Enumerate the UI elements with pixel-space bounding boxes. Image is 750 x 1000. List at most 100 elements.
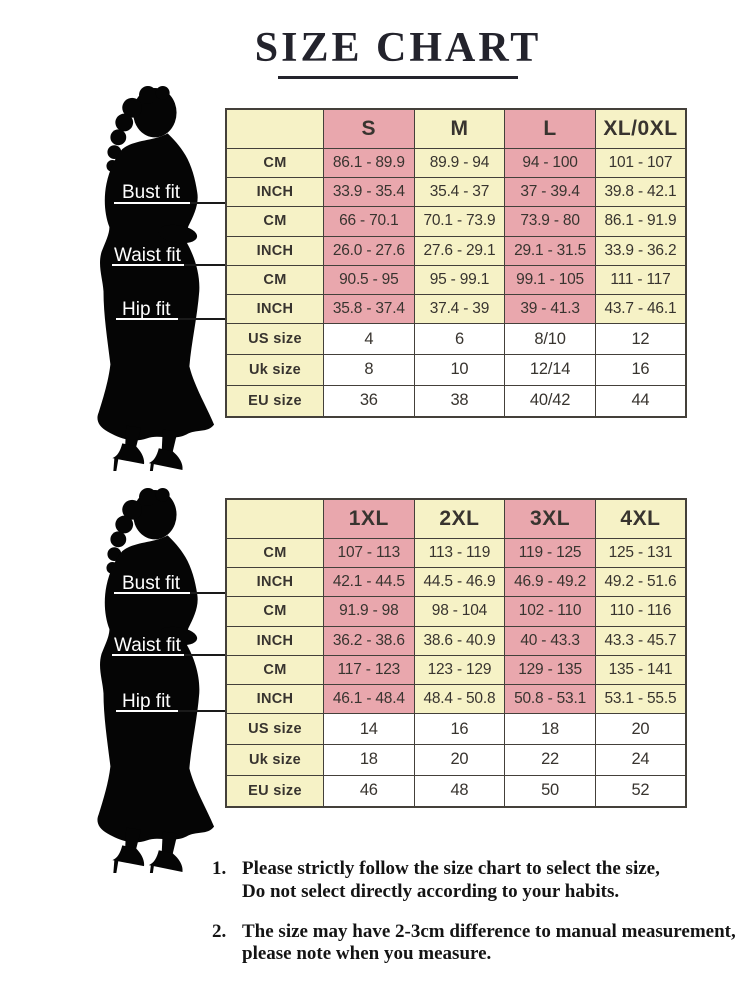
note-line: Please strictly follow the size chart to… [242,858,660,879]
conversion-cell: 46 [323,774,415,808]
note-line: The size may have 2-3cm difference to ma… [242,920,736,942]
size-column-header: L [504,108,596,149]
measurement-cell: 70.1 - 73.9 [413,206,506,237]
row-label: CM [225,537,324,569]
conversion-cell: 48 [413,774,506,808]
female-figure-silhouette-2 [62,488,222,873]
conversion-cell: 16 [594,354,687,386]
measurement-cell: 36.2 - 38.6 [323,625,415,656]
bust-fit-underline-1 [114,202,190,204]
measurement-cell: 43.3 - 45.7 [594,625,687,656]
bust-fit-underline-2 [114,592,190,594]
measurement-cell: 29.1 - 31.5 [504,235,596,266]
conversion-cell: 44 [594,384,687,418]
row-label: EU size [225,384,324,418]
conversion-cell: 14 [323,713,415,746]
size-column-header: S [323,108,415,149]
row-label: EU size [225,774,324,808]
measurement-cell: 26.0 - 27.6 [323,235,415,266]
corner-cell [225,108,324,149]
waist-fit-underline-1 [112,264,184,266]
measurement-cell: 99.1 - 105 [504,264,596,296]
conversion-cell: 36 [323,384,415,418]
row-label: CM [225,264,324,296]
conversion-cell: 18 [323,744,415,776]
conversion-cell: 50 [504,774,596,808]
measurement-cell: 46.9 - 49.2 [504,567,596,598]
measurement-cell: 119 - 125 [504,537,596,569]
waist-fit-label-1: Waist fit [114,245,181,266]
conversion-cell: 40/42 [504,384,596,418]
measurement-cell: 35.8 - 37.4 [323,294,415,325]
waist-fit-underline-2 [112,654,184,656]
size-table-regular: S M L XL/0XL CM 86.1 - 89.9 89.9 - 94 94 - 100 1… [225,108,687,418]
measurement-cell: 39.8 - 42.1 [594,177,687,208]
size-chart-table-1: S M L XL/0XL CM 86.1 - 89.9 89.9 - 94 94 - 100 1… [225,108,687,418]
row-label: Uk size [225,744,324,776]
conversion-cell: 16 [413,713,506,746]
waist-fit-pointer-line-2 [184,654,228,656]
note-number: 2. [212,920,227,942]
measurement-cell: 94 - 100 [504,147,596,179]
row-label: CM [225,654,324,686]
size-column-header: 3XL [504,498,596,539]
hip-fit-pointer-line-1 [178,318,228,320]
measurement-cell: 135 - 141 [594,654,687,686]
size-column-header: M [413,108,506,149]
page-title: SIZE CHART [254,25,542,71]
measurement-cell: 33.9 - 36.2 [594,235,687,266]
measurement-cell: 102 - 110 [504,596,596,627]
measurement-cell: 125 - 131 [594,537,687,569]
measurement-cell: 110 - 116 [594,596,687,627]
measurement-cell: 48.4 - 50.8 [413,684,506,715]
conversion-cell: 20 [413,744,506,776]
measurement-cell: 90.5 - 95 [323,264,415,296]
row-label: INCH [225,625,324,656]
measurement-cell: 37.4 - 39 [413,294,506,325]
size-column-header: 1XL [323,498,415,539]
row-label: Uk size [225,354,324,386]
conversion-cell: 6 [413,323,506,356]
conversion-cell: 12 [594,323,687,356]
woman-silhouette-icon [97,488,215,873]
measurement-cell: 89.9 - 94 [413,147,506,179]
measurement-cell: 73.9 - 80 [504,206,596,237]
woman-silhouette-icon [97,86,215,471]
note-text: Please strictly follow the size chart to… [242,858,660,904]
measurement-cell: 44.5 - 46.9 [413,567,506,598]
measurement-cell: 117 - 123 [323,654,415,686]
row-label: INCH [225,684,324,715]
conversion-cell: 8 [323,354,415,386]
measurement-cell: 101 - 107 [594,147,687,179]
row-label: INCH [225,567,324,598]
row-label: CM [225,206,324,237]
row-label: US size [225,323,324,356]
bust-fit-label-1: Bust fit [122,182,181,203]
measurement-cell: 50.8 - 53.1 [504,684,596,715]
title-underline [278,76,518,79]
measurement-cell: 66 - 70.1 [323,206,415,237]
note-item-1: 1. Please strictly follow the size chart… [212,858,750,904]
row-label: INCH [225,235,324,266]
conversion-cell: 8/10 [504,323,596,356]
measurement-cell: 39 - 41.3 [504,294,596,325]
measurement-cell: 123 - 129 [413,654,506,686]
hip-fit-label-2: Hip fit [122,691,171,712]
measurement-cell: 46.1 - 48.4 [323,684,415,715]
bust-fit-label-2: Bust fit [122,573,181,594]
measurement-cell: 42.1 - 44.5 [323,567,415,598]
notes: 1. Please strictly follow the size chart… [212,858,750,983]
note-text: The size may have 2-3cm difference to ma… [242,921,736,967]
size-chart-table-2: 1XL 2XL 3XL 4XL CM 107 - 113 113 - 119 119 - 12… [225,498,687,808]
measurement-cell: 107 - 113 [323,537,415,569]
corner-cell [225,498,324,539]
bust-fit-pointer-line-2 [190,592,228,594]
conversion-cell: 20 [594,713,687,746]
conversion-cell: 10 [413,354,506,386]
size-column-header: XL/0XL [594,108,687,149]
conversion-cell: 24 [594,744,687,776]
note-number: 1. [212,858,227,879]
hip-fit-pointer-line-2 [178,710,228,712]
measurement-cell: 33.9 - 35.4 [323,177,415,208]
measurement-cell: 91.9 - 98 [323,596,415,627]
